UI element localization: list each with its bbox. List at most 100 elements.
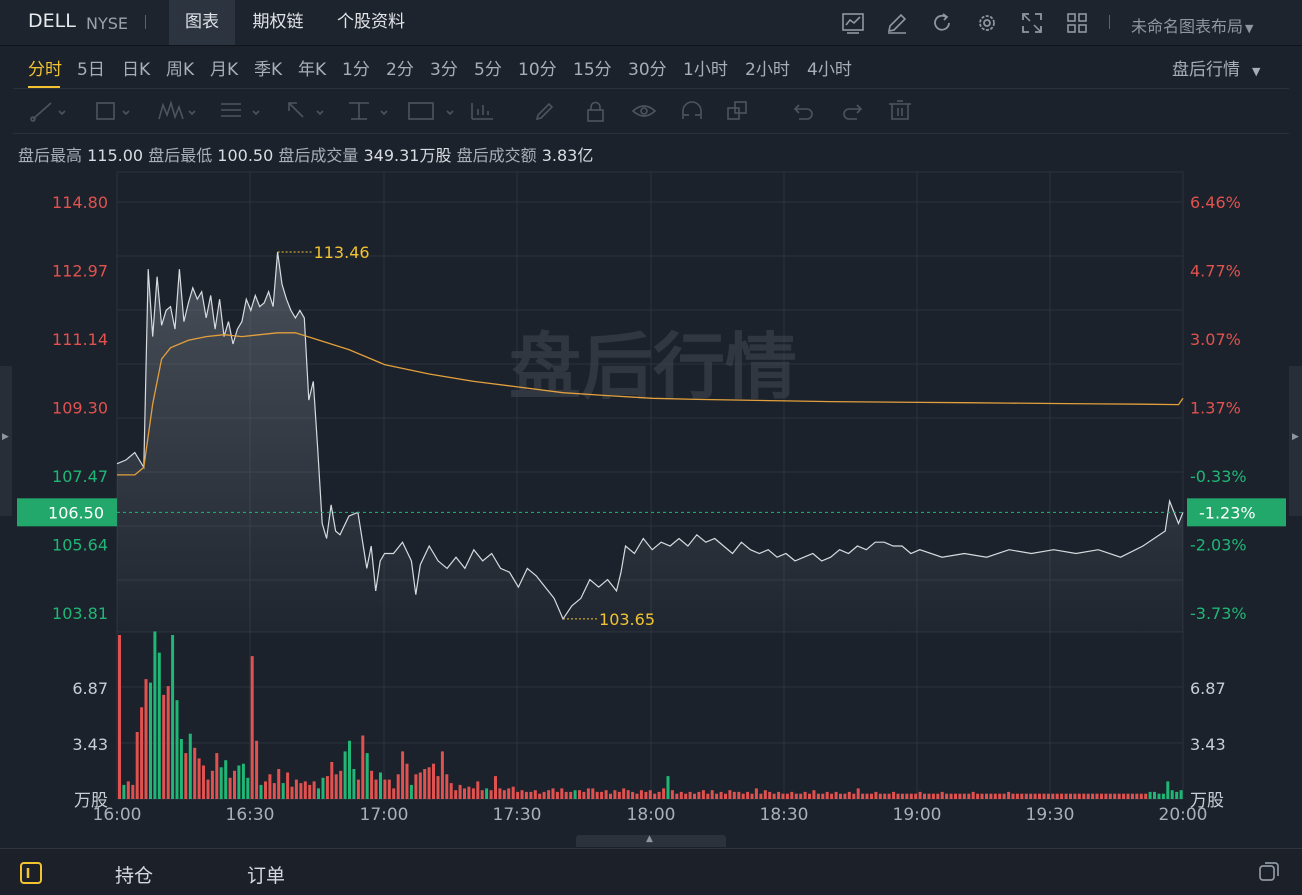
- tab-positions[interactable]: 持仓: [115, 865, 154, 887]
- period-1min[interactable]: 1分: [342, 60, 370, 80]
- tab-options-chain[interactable]: 期权链: [252, 12, 304, 32]
- lock-icon[interactable]: [587, 101, 604, 122]
- tab-orders[interactable]: 订单: [247, 865, 286, 887]
- period-30min[interactable]: 30分: [628, 60, 667, 80]
- volume-bar: [719, 791, 723, 799]
- volume-bar: [644, 791, 648, 799]
- volume-bar: [1130, 793, 1134, 799]
- volume-bar: [241, 763, 245, 799]
- volume-bar: [551, 788, 555, 799]
- refresh-icon[interactable]: [930, 11, 954, 35]
- line-tool-icon[interactable]: [30, 102, 66, 122]
- volume-bar: [352, 769, 356, 799]
- volume-bar: [533, 790, 537, 799]
- volume-bar: [759, 793, 763, 799]
- volume-bar: [233, 770, 236, 799]
- pct-tick-label: 1.37%: [1190, 399, 1241, 418]
- volume-bar: [945, 793, 949, 799]
- left-panel-toggle[interactable]: ▶: [0, 366, 12, 516]
- right-panel-toggle[interactable]: ▶: [1289, 366, 1302, 516]
- settings-icon[interactable]: [975, 11, 999, 35]
- period-quarter[interactable]: 季K: [254, 60, 283, 80]
- period-5min[interactable]: 5分: [474, 60, 502, 80]
- volume-bar: [732, 791, 736, 799]
- volume-bar: [449, 783, 453, 799]
- volume-bar: [445, 774, 449, 799]
- layout-selector[interactable]: 未命名图表布局 ▼: [1131, 13, 1253, 37]
- indicator-icon[interactable]: [841, 11, 865, 35]
- period-10min[interactable]: 10分: [518, 60, 557, 80]
- volume-bar: [140, 707, 144, 799]
- volume-bar: [1046, 793, 1050, 799]
- volume-bar: [264, 781, 267, 799]
- fullscreen-icon[interactable]: [1020, 11, 1044, 35]
- volume-bar: [476, 781, 480, 799]
- draw-icon[interactable]: [885, 11, 909, 35]
- volume-bar: [976, 793, 980, 799]
- volume-unit-label: 万股: [1190, 791, 1224, 811]
- magnet-icon[interactable]: [682, 101, 702, 119]
- arrow-tool-icon[interactable]: [288, 102, 324, 118]
- undo-icon[interactable]: [793, 104, 813, 120]
- period-2min[interactable]: 2分: [386, 60, 414, 80]
- period-3min[interactable]: 3分: [430, 60, 458, 80]
- fib-tool-icon[interactable]: [221, 103, 260, 117]
- volume-bar: [604, 790, 608, 799]
- panel-icon[interactable]: [20, 862, 42, 884]
- period-month[interactable]: 月K: [210, 60, 239, 80]
- rect-tool-icon[interactable]: [96, 102, 130, 120]
- period-week[interactable]: 周K: [166, 60, 195, 80]
- pattern-tool-icon[interactable]: [158, 100, 196, 120]
- pct-tick-label: -3.73%: [1190, 604, 1247, 623]
- volume-bar: [361, 735, 365, 799]
- layers-icon[interactable]: [727, 101, 747, 120]
- tab-chart[interactable]: 图表: [169, 0, 235, 45]
- text-tool-icon[interactable]: [408, 102, 454, 120]
- period-5d[interactable]: 5日: [77, 60, 105, 80]
- volume-bar: [427, 767, 431, 800]
- header-bar: DELL NYSE 图表 期权链 个股资料 未命名图表布局 ▼: [0, 0, 1302, 46]
- volume-bar: [790, 791, 794, 799]
- period-intraday[interactable]: 分时: [28, 60, 62, 80]
- current-price-text: 106.50: [48, 503, 104, 522]
- volume-bar: [595, 791, 599, 799]
- volume-bar: [657, 791, 661, 799]
- period-4h[interactable]: 4小时: [807, 60, 852, 80]
- period-1h[interactable]: 1小时: [683, 60, 728, 80]
- trash-icon[interactable]: [889, 100, 911, 120]
- pen-icon[interactable]: [535, 102, 554, 121]
- volume-bar: [184, 753, 188, 799]
- copy-window-icon[interactable]: [1258, 861, 1280, 883]
- chart-tool-icon[interactable]: [471, 103, 493, 120]
- volume-bar: [463, 788, 466, 799]
- volume-bar: [423, 769, 427, 799]
- volume-bar: [436, 776, 440, 799]
- period-2h[interactable]: 2小时: [745, 60, 790, 80]
- volume-bar: [883, 793, 887, 799]
- volume-bar: [812, 790, 816, 799]
- measure-tool-icon[interactable]: [349, 102, 388, 120]
- volume-bar: [635, 793, 639, 799]
- stock-symbol[interactable]: DELL: [28, 10, 76, 32]
- volume-bar: [277, 769, 281, 799]
- redo-icon[interactable]: [843, 104, 863, 120]
- volume-bar: [586, 788, 590, 799]
- period-year[interactable]: 年K: [298, 60, 327, 80]
- intraday-chart[interactable]: 盘后行情 113.46 103.65 114.80 6.46% 112.97 4.77% 11…: [0, 0, 1302, 840]
- period-15min[interactable]: 15分: [573, 60, 612, 80]
- volume-bar: [171, 635, 175, 799]
- grid-layout-icon[interactable]: [1065, 11, 1089, 35]
- volume-bar: [954, 793, 957, 799]
- price-line: [116, 251, 1184, 621]
- eye-icon[interactable]: [631, 105, 657, 117]
- volume-bar: [843, 793, 847, 799]
- volume-bar: [281, 783, 285, 799]
- volume-bar: [1011, 793, 1015, 799]
- after-hours-selector[interactable]: 盘后行情 ▼: [1172, 55, 1260, 80]
- tab-stock-profile[interactable]: 个股资料: [337, 12, 405, 32]
- volume-bar: [197, 758, 201, 799]
- panel-expand-handle[interactable]: ▲: [576, 834, 726, 847]
- volume-bar: [870, 793, 873, 799]
- volume-bar: [958, 793, 962, 799]
- period-day[interactable]: 日K: [122, 60, 151, 80]
